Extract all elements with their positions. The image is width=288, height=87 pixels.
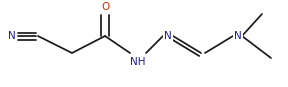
Text: N: N [234, 31, 242, 41]
Text: N: N [164, 31, 172, 41]
Text: NH: NH [130, 57, 146, 67]
Text: N: N [8, 31, 16, 41]
Text: O: O [101, 2, 109, 12]
